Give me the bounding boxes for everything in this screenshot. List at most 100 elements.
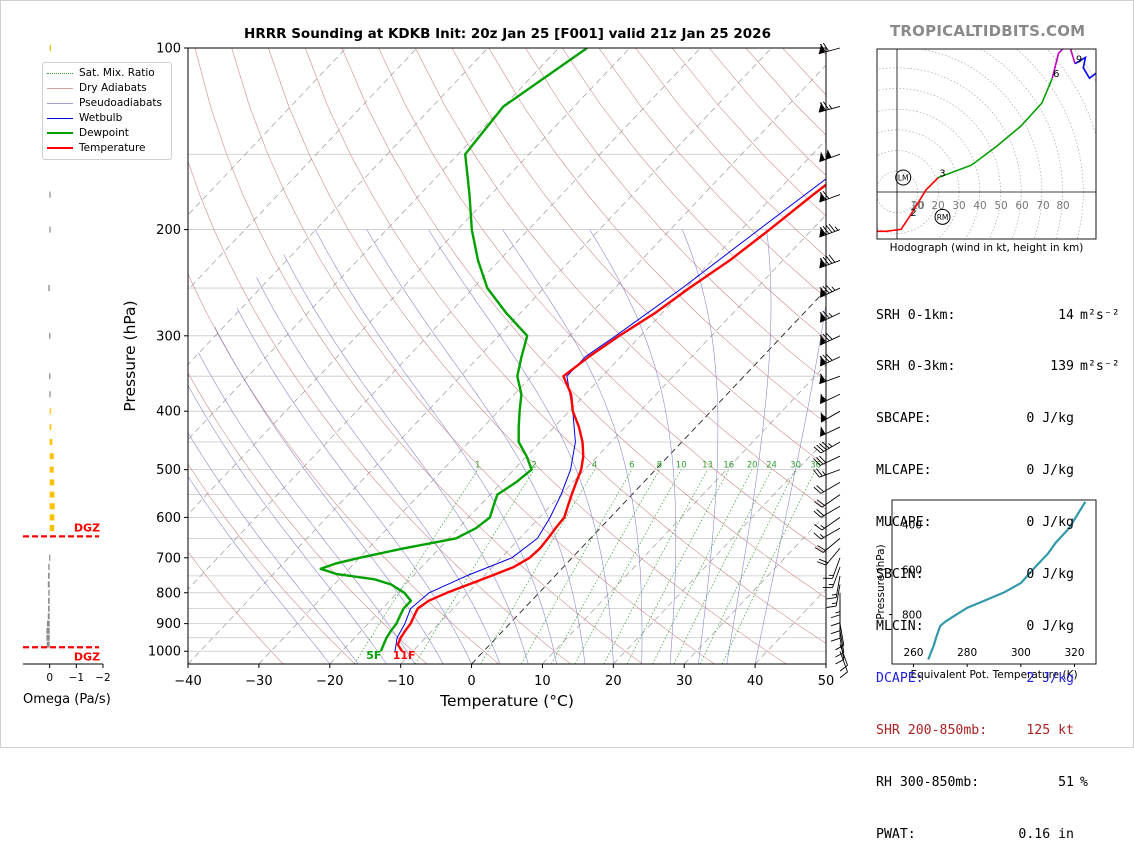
x-tick-label: 30: [676, 674, 693, 689]
wind-barb: [814, 442, 840, 453]
dgz-label: DGZ: [74, 650, 100, 663]
wind-barbs: [813, 43, 847, 678]
hodo-ring-label: 50: [994, 200, 1007, 212]
omega-bar: [50, 467, 54, 473]
dry-adiabat: [342, 48, 930, 664]
mixing-ratio-label: 2: [531, 461, 536, 471]
hodo-ring-label: 70: [1036, 200, 1049, 212]
mixing-ratio-label: 4: [592, 461, 597, 471]
barb-half: [822, 471, 825, 475]
hodo-ring-label: 40: [973, 200, 986, 212]
barb-full: [827, 598, 836, 599]
wind-barb: [831, 601, 840, 626]
omega-bar: [49, 391, 50, 397]
mixing-ratio-label: 10: [676, 461, 687, 471]
omega-bar: [50, 503, 55, 509]
mixing-ratio-label: 36: [810, 461, 821, 471]
y-axis-label: Pressure (hPa): [121, 300, 139, 411]
barb-half: [821, 525, 825, 528]
skewt-frame: [188, 48, 826, 664]
omega-bar: [49, 373, 50, 379]
barb-full: [814, 524, 822, 530]
pseudoadiabat: [179, 369, 387, 664]
mixing-ratio-label: 1: [475, 461, 480, 471]
wind-barb: [819, 149, 840, 162]
omega-x-tick-label: 0: [46, 672, 53, 684]
omega-bar: [48, 606, 50, 612]
barb-half: [832, 603, 837, 604]
hodo-height-label: 6: [1053, 69, 1059, 80]
legend-entry-dry-adiabats: Dry Adiabats: [47, 81, 147, 95]
param-row: RH 300-850mb:51%: [876, 774, 1120, 791]
param-unit: %: [1074, 774, 1088, 791]
wind-barb: [814, 495, 840, 508]
pseudoadiabat: [237, 308, 471, 664]
omega-bar: [46, 635, 49, 641]
wind-barb: [814, 482, 840, 493]
y-tick-label: 400: [156, 405, 181, 420]
wind-barb: [819, 43, 840, 54]
x-tick-label: −10: [387, 674, 414, 689]
isotherm: [117, 48, 700, 664]
omega-bar: [50, 479, 55, 485]
param-value: 0 J/kg: [994, 618, 1074, 635]
param-row: SBCIN:0 J/kg: [876, 566, 1120, 583]
wind-barb: [815, 538, 840, 552]
param-unit: [1074, 722, 1080, 739]
hodo-ring-label: 80: [1056, 200, 1069, 212]
param-value: 14: [994, 307, 1074, 324]
mixing-ratio-line: [653, 470, 753, 664]
param-value: 125 kt: [994, 722, 1074, 739]
hodograph-trace: [938, 78, 1052, 177]
mixing-ratio-line: [521, 470, 632, 664]
dry-adiabat: [122, 48, 499, 664]
omega-bar: [48, 285, 49, 291]
omega-bar: [50, 492, 55, 498]
legend-entry-pseudoadiabats: Pseudoadiabats: [47, 96, 162, 110]
barb-full: [831, 623, 840, 626]
legend-entry-wetbulb: Wetbulb: [47, 111, 122, 125]
barb-full: [835, 659, 843, 664]
mixing-ratio-line: [627, 470, 729, 664]
param-value: 0 J/kg: [994, 410, 1074, 427]
y-tick-label: 900: [156, 617, 181, 632]
omega-x-tick-label: −1: [69, 672, 84, 684]
barb-staff: [820, 456, 840, 465]
wind-barb: [820, 333, 840, 346]
y-tick-label: 1000: [148, 645, 181, 660]
omega-bar: [48, 598, 50, 604]
isotherm: [188, 48, 771, 664]
legend-entry-mixing-ratio: Sat. Mix. Ratio: [47, 66, 155, 80]
hodo-ring-label: 60: [1015, 200, 1028, 212]
wind-barb: [820, 311, 840, 322]
wind-barb: [821, 411, 840, 422]
pseudoadiabat: [199, 353, 415, 664]
x-tick-label: −20: [316, 674, 343, 689]
dry-adiabat: [305, 48, 858, 664]
pseudoadiabat: [284, 255, 528, 664]
wind-barb: [820, 426, 840, 436]
pseudoadiabat: [503, 230, 642, 664]
param-value: 2 J/kg: [994, 670, 1074, 687]
param-value: 0 J/kg: [994, 514, 1074, 531]
mixing-ratio-label: 13: [702, 461, 713, 471]
omega-bar: [49, 192, 50, 198]
param-label: RH 300-850mb:: [876, 774, 994, 791]
param-row: MLCAPE:0 J/kg: [876, 462, 1120, 479]
mixing-ratio-label: 24: [766, 461, 777, 471]
param-unit: [1074, 670, 1080, 687]
barb-staff: [822, 495, 840, 508]
barb-full: [831, 615, 840, 618]
wind-barb: [819, 374, 840, 384]
y-tick-label: 500: [156, 463, 181, 478]
x-tick-label: 40: [747, 674, 764, 689]
mixing-ratio-label: 30: [790, 461, 801, 471]
barb-full: [831, 638, 840, 641]
surface-dewpoint-label: 5F: [366, 649, 381, 662]
dry-adiabat: [195, 48, 643, 664]
omega-bar: [47, 642, 50, 648]
barb-staff: [821, 528, 840, 539]
mixing-ratio-line: [551, 470, 659, 664]
param-value: 0 J/kg: [994, 566, 1074, 583]
